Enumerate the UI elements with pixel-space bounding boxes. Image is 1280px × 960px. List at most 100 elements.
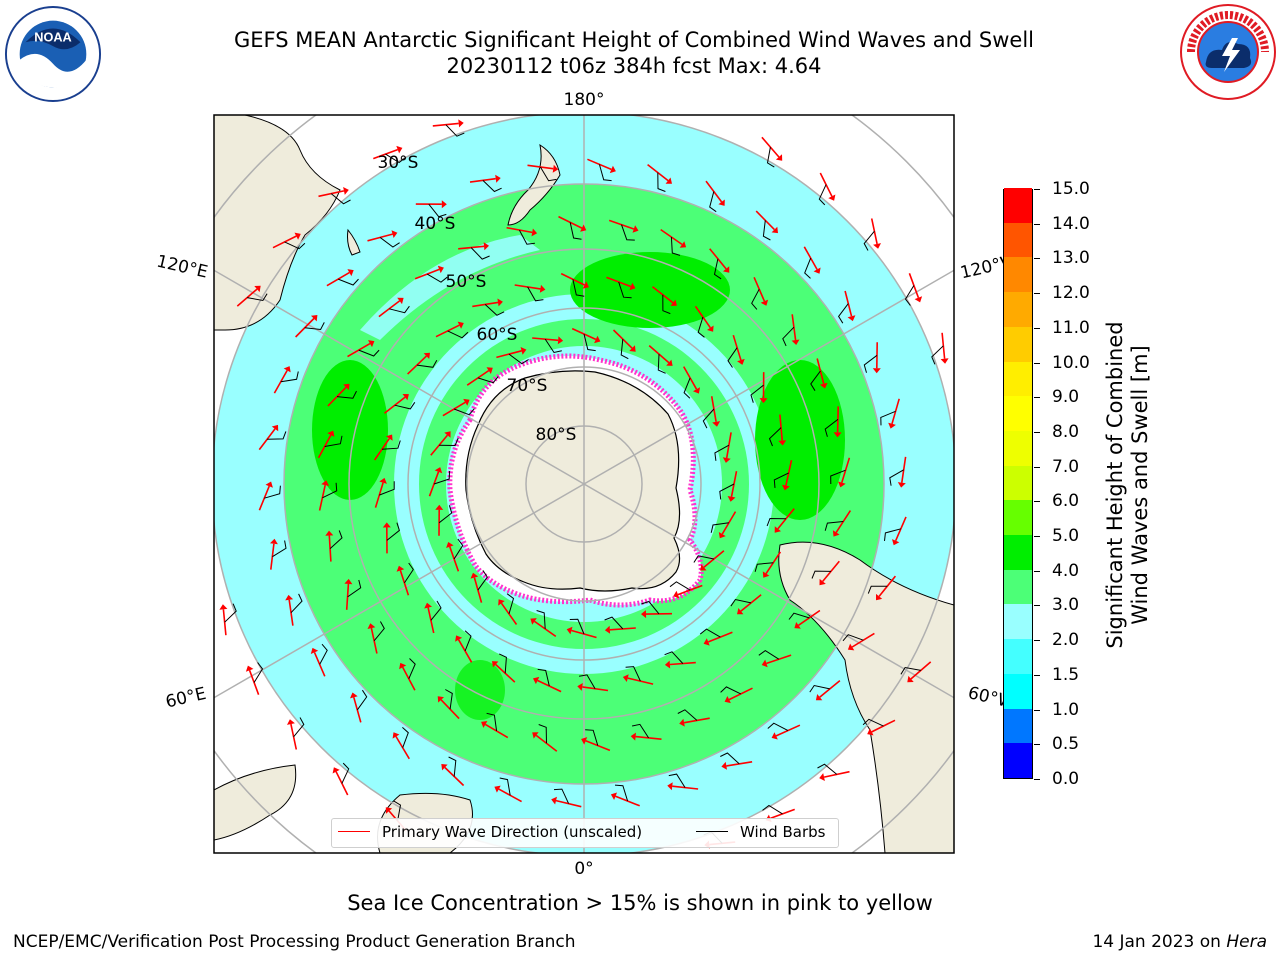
wind-barb [284,241,306,250]
wave-direction-arrowhead [310,647,319,654]
wave-direction-arrowhead [458,119,464,128]
colorbar-tick-label: 0.5 [1052,734,1080,755]
colorbar-tick-label: 7.0 [1052,456,1080,477]
wind-barb [330,193,351,205]
lat-label-70s: 70°S [507,376,548,396]
wind-barb [579,674,596,689]
colorbar-tick [1034,431,1040,433]
colorbar-tick-label: 13.0 [1052,248,1090,269]
wind-barb [484,304,505,316]
wind-barb [863,230,875,251]
colorbar-title: Significant Height of Combined Wind Wave… [1103,235,1153,735]
colorbar-tick [1034,397,1040,399]
wave-direction-arrow [373,438,390,461]
colorbar-segment [1004,603,1032,640]
wave-direction-arrow [585,740,611,752]
wind-barb [657,172,666,192]
wind-barb [341,762,350,784]
wave-direction-arrow [851,632,875,648]
wind-barb [464,630,472,652]
colorbar-segment [1004,256,1032,293]
colorbar-tick-label: 14.0 [1052,213,1090,234]
wind-barb [669,581,691,591]
wind-barb [837,303,849,324]
wave-direction-arrowhead [495,174,501,183]
antarctica-land [465,370,681,592]
wave-direction-arrowhead [294,232,301,240]
wave-direction-arrow [430,434,449,456]
wind-barb [553,788,570,804]
colorbar-tick [1034,605,1040,607]
wind-barb [428,203,447,218]
wind-barb [730,598,752,607]
wind-barb [329,530,343,549]
wind-barb [569,222,582,240]
wave-direction-arrowhead [819,382,828,389]
wave-direction-arrowhead [907,675,914,683]
wave-direction-arrowhead [494,785,501,793]
wave-direction-arrowhead [327,430,335,437]
wind-barb [358,349,380,357]
wind-barb [727,347,738,368]
wind-barb [768,427,782,447]
wind-barb [664,651,684,664]
wind-barb [818,184,827,206]
wave-direction-arrowhead [727,496,736,502]
wave-direction-arrow [537,679,562,693]
wave-direction-arrowhead [344,578,353,585]
wave-direction-arrow [496,350,522,359]
wave-direction-arrowhead [457,321,464,329]
wind-barb [720,752,740,765]
wave-direction-arrowhead [771,226,778,234]
wind-barb [381,440,401,450]
wave-direction-arrowhead [321,480,330,486]
wave-direction-arrowhead [759,398,768,404]
colorbar-tick-label: 4.0 [1052,560,1080,581]
wave-direction-arrow [527,164,554,170]
colorbar-segment [1004,499,1032,536]
wave-direction-arrowhead [778,440,787,446]
wind-barb [267,431,287,440]
wind-barb [614,784,629,802]
wind-barb [324,435,343,447]
colorbar-tick-label: 1.5 [1052,664,1080,685]
wind-barb [585,729,599,746]
wind-barb [751,288,760,310]
wind-barb [880,410,896,426]
wave-direction-arrow [726,761,753,767]
colorbar-title-line1: Significant Height of Combined [1103,321,1127,649]
wave-direction-arrow [835,510,852,533]
wind-barb [754,562,774,572]
wave-direction-arrowhead [270,538,278,545]
wave-direction-arrowhead [667,782,673,791]
wave-direction-arrowhead [350,692,358,699]
wind-barb [453,538,464,560]
wind-barb [430,600,442,621]
colorbar-tick [1034,674,1040,676]
wind-barb [830,469,846,485]
high-waves-south [455,660,505,720]
wind-barb [842,634,864,642]
wave-direction-arrowhead [498,599,505,606]
wave-direction-arrowhead [455,635,463,642]
wave-direction-arrow [469,177,496,183]
wave-direction-arrows [219,119,949,849]
colorbar-segment [1004,742,1032,778]
wave-direction-arrow [347,342,371,358]
wind-barb-legend-label: Wind Barbs [740,823,826,841]
wind-barb [631,723,650,739]
wave-direction-arrow [435,324,460,338]
wave-direction-arrowhead [332,767,340,774]
madagascar [347,228,361,256]
noaa-logo-text: NOAA [34,29,72,44]
wave-direction-arrow [615,795,640,807]
colorbar-tick [1034,362,1040,364]
wave-direction-arrowhead [594,335,601,344]
wave-direction-arrowhead [283,366,291,373]
wind-barb [544,338,562,354]
wave-direction-arrow [449,546,460,572]
wind-barb [356,689,368,711]
wind-barb [386,522,400,541]
wave-direction-arrowhead [630,732,636,741]
